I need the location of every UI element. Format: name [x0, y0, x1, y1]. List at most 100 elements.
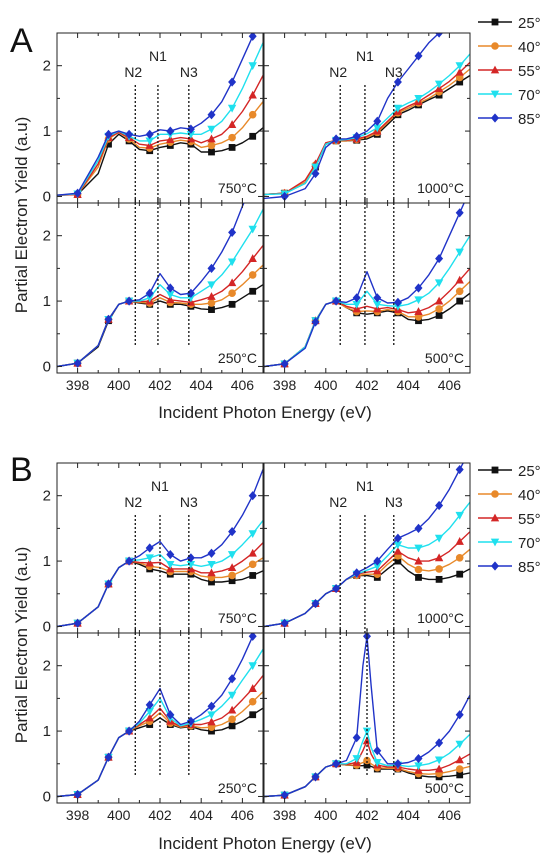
data-point-70deg [145, 137, 154, 146]
legend-b: 25° 40° 55° 70° 85° [478, 463, 541, 576]
panel-a-750c: 0 1 2 N2 N1 N3 750°C [43, 32, 264, 205]
y-tick-label: 1 [43, 553, 51, 570]
data-point-85deg [456, 6, 464, 15]
data-point-55deg [145, 713, 154, 722]
x-tick-label: 406 [231, 377, 255, 393]
x-tick-label: 406 [231, 807, 255, 823]
data-point-70deg [455, 248, 464, 257]
data-point-85deg [73, 789, 82, 800]
legend-a: 25° 40° 55° 70° 85° [478, 15, 541, 128]
data-point-85deg [435, 33, 444, 38]
data-point-85deg [125, 556, 134, 566]
data-point-85deg [280, 191, 289, 202]
legend-marker-icon [491, 113, 499, 123]
data-point-70deg [455, 740, 464, 749]
temperature-label: 750°C [218, 610, 257, 626]
data-point-85deg [248, 633, 257, 641]
data-point-70deg [414, 762, 423, 771]
data-point-85deg [228, 227, 237, 238]
data-point-40deg [248, 560, 257, 569]
data-point-85deg [373, 746, 382, 756]
legend-label: 85° [518, 559, 541, 576]
peak-label-n2: N2 [329, 494, 347, 510]
y-tick-label: 0 [43, 358, 51, 375]
x-tick-label: 402 [148, 377, 172, 393]
data-point-25deg [415, 317, 422, 325]
data-point-85deg [435, 500, 444, 511]
data-point-40deg [207, 299, 216, 307]
data-point-70deg [373, 562, 382, 571]
series-line-85deg [57, 33, 255, 196]
data-point-55deg [166, 135, 175, 143]
data-point-85deg [455, 710, 464, 720]
data-point-70deg [227, 258, 237, 267]
y-tick-label: 1 [43, 293, 51, 310]
panel-b-250c: 0 1 2 398 400 402 404 406 250°C [43, 629, 264, 823]
legend-label: 40° [518, 39, 541, 56]
data-point-85deg [207, 701, 216, 711]
data-point-70deg [186, 130, 196, 139]
data-point-55deg [207, 717, 216, 726]
x-tick-label: 406 [438, 807, 462, 823]
temperature-label: 1000°C [417, 180, 464, 196]
data-point-40deg [228, 133, 236, 142]
data-point-85deg [414, 283, 423, 293]
data-point-85deg [332, 134, 341, 144]
data-point-85deg [352, 131, 361, 141]
data-point-25deg [249, 572, 257, 579]
panel-a-250c: 0 1 2 398 400 402 404 406 250°C [43, 199, 264, 393]
data-point-40deg [207, 141, 216, 150]
data-point-25deg [228, 722, 236, 730]
legend-label: 55° [518, 511, 541, 528]
panel-a-1000c: N2 N1 N3 1000°C [263, 6, 471, 204]
data-point-70deg [248, 62, 257, 71]
series-line-85deg [264, 33, 440, 200]
legend-label: 85° [518, 111, 541, 128]
data-point-55deg [414, 556, 423, 565]
data-point-85deg [207, 110, 216, 120]
data-point-25deg [415, 574, 422, 581]
data-point-85deg [332, 583, 341, 594]
data-point-55deg [455, 275, 464, 284]
panel-b-1000c: N2 N1 N3 1000°C [263, 462, 471, 634]
data-point-85deg [104, 579, 113, 589]
data-point-85deg [414, 753, 423, 764]
data-point-55deg [207, 568, 216, 577]
data-point-85deg [207, 263, 216, 273]
data-point-70deg [455, 62, 464, 71]
data-point-25deg [228, 577, 236, 585]
data-point-55deg [248, 684, 257, 692]
legend-marker-icon [490, 65, 500, 74]
y-axis-label-a: Partial Electron Yield (a.u) [12, 117, 31, 314]
data-point-85deg [145, 129, 154, 139]
data-point-25deg [228, 144, 236, 151]
data-point-40deg [435, 305, 443, 313]
data-point-55deg [166, 295, 175, 304]
data-point-70deg [248, 530, 257, 539]
data-point-85deg [393, 297, 402, 307]
peak-label-n3: N3 [180, 494, 198, 510]
series-line-85deg [264, 203, 465, 368]
x-tick-label: 398 [66, 377, 90, 393]
data-point-40deg [435, 565, 443, 573]
peak-label-n3: N3 [385, 494, 403, 510]
data-point-55deg [227, 563, 237, 572]
panel-a-500c: 398 400 402 404 406 500°C [263, 199, 471, 393]
data-point-85deg [166, 126, 175, 136]
data-point-85deg [311, 598, 320, 609]
data-point-25deg [208, 727, 215, 735]
data-point-40deg [455, 554, 464, 562]
legend-label: 25° [518, 15, 541, 32]
data-point-70deg [248, 662, 257, 671]
legend-marker-icon [490, 90, 500, 99]
temperature-label: 1000°C [417, 610, 464, 626]
data-point-55deg [434, 764, 444, 773]
data-point-85deg [352, 568, 361, 578]
temperature-label: 750°C [218, 180, 257, 196]
data-point-55deg [248, 90, 257, 99]
data-point-55deg [248, 254, 257, 262]
data-point-70deg [186, 560, 196, 569]
legend-label: 70° [518, 87, 541, 104]
data-point-40deg [228, 715, 236, 724]
